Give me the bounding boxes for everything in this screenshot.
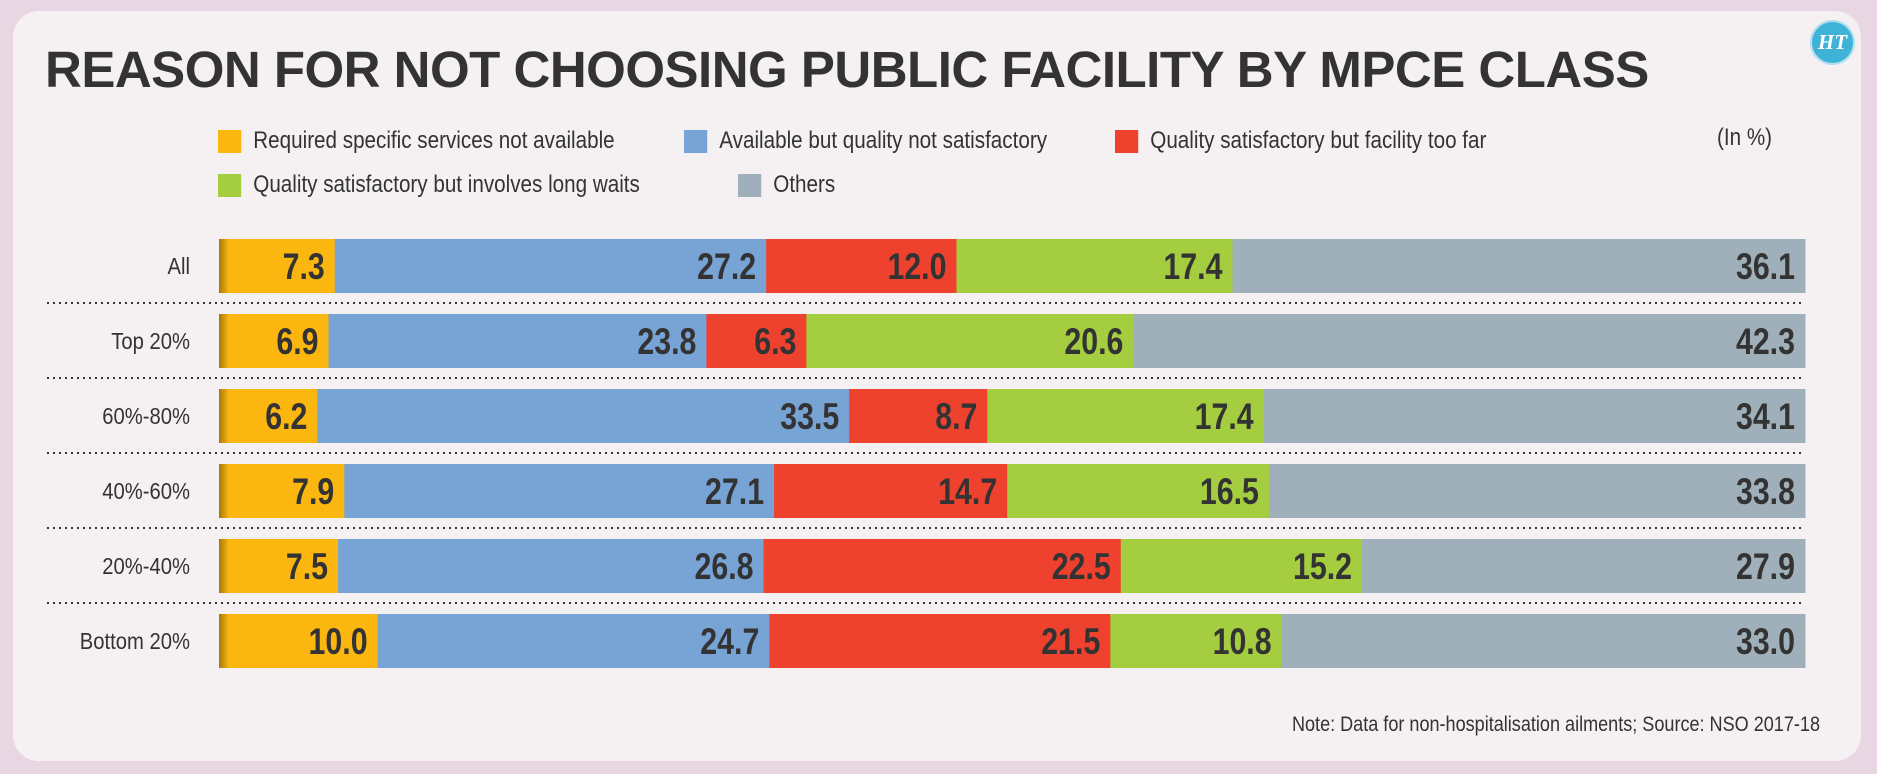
legend-label: Quality satisfactory but involves long w…: [253, 171, 640, 198]
unit-label: (In %): [1717, 124, 1773, 151]
value-label: 20.6: [1064, 321, 1123, 363]
bar-segment: [334, 239, 767, 293]
bar-segment: [377, 614, 770, 668]
value-label: 27.2: [697, 246, 756, 288]
value-label: 10.0: [309, 621, 368, 663]
logo-text: HT: [1817, 30, 1848, 54]
bar-segment: [219, 239, 336, 293]
bar-segment: [1110, 614, 1283, 668]
legend-item-long-waits: Quality satisfactory but involves long w…: [218, 171, 640, 199]
value-label: 36.1: [1736, 246, 1795, 288]
legend-label: Others: [773, 171, 836, 198]
bar-edge-shade: [219, 539, 229, 593]
value-label: 22.5: [1052, 546, 1111, 588]
value-label: 23.8: [637, 321, 696, 363]
bar-segment: [766, 239, 957, 293]
legend-item-services: Required specific services not available: [218, 127, 615, 155]
bar-segment: [1133, 314, 1806, 368]
legend-label: Quality satisfactory but facility too fa…: [1150, 127, 1487, 154]
bar-segment: [1120, 539, 1363, 593]
bar-row: 7.3 27.2 12.0 17.4 36.1 All: [168, 239, 1806, 293]
bar-segment: [769, 614, 1111, 668]
value-label: 27.9: [1736, 546, 1795, 588]
category-label: 40%-60%: [102, 478, 190, 505]
value-label: 33.8: [1736, 471, 1795, 513]
source-note: Note: Data for non-hospitalisation ailme…: [1291, 713, 1820, 736]
legend-swatch: [738, 173, 762, 197]
value-label: 21.5: [1041, 621, 1100, 663]
bar-segment: [219, 614, 379, 668]
bar-row: 10.0 24.7 21.5 10.8 33.0 Bottom 20%: [80, 614, 1806, 668]
legend-label: Available but quality not satisfactory: [719, 127, 1048, 154]
legend-swatch: [684, 129, 708, 153]
bar-segment: [763, 539, 1122, 593]
bar-segment: [338, 539, 765, 593]
bar-row: 6.9 23.8 6.3 20.6 42.3 Top 20%: [111, 314, 1806, 368]
bar-segment: [219, 539, 339, 593]
value-label: 7.5: [286, 546, 328, 588]
bar-segment: [956, 239, 1233, 293]
bar-segment: [344, 464, 775, 518]
bar-segment: [1362, 539, 1806, 593]
bar-segment: [1281, 614, 1806, 668]
bar-edge-shade: [219, 464, 229, 518]
value-label: 8.7: [935, 396, 977, 438]
value-label: 17.4: [1163, 246, 1222, 288]
value-label: 42.3: [1736, 321, 1795, 363]
chart-title: REASON FOR NOT CHOOSING PUBLIC FACILITY …: [45, 41, 1649, 98]
legend-swatch: [1115, 129, 1139, 153]
legend-item-too-far: Quality satisfactory but facility too fa…: [1115, 127, 1486, 155]
legend-item-quality: Available but quality not satisfactory: [684, 127, 1047, 155]
bar-segment: [1007, 464, 1270, 518]
bar-edge-shade: [219, 614, 229, 668]
bar-segment: [706, 314, 807, 368]
value-label: 16.5: [1200, 471, 1259, 513]
value-label: 17.4: [1195, 396, 1254, 438]
value-label: 7.9: [292, 471, 334, 513]
bar-row: 6.2 33.5 8.7 17.4 34.1 60%-80%: [102, 389, 1806, 443]
legend-item-others: Others: [738, 171, 835, 199]
value-label: 6.2: [265, 396, 307, 438]
legend-swatch: [218, 129, 242, 153]
bar-edge-shade: [219, 389, 229, 443]
bar-segment: [849, 389, 988, 443]
bar-segment: [1268, 464, 1806, 518]
category-label: 60%-80%: [102, 403, 190, 430]
value-label: 27.1: [705, 471, 764, 513]
legend-swatch: [218, 173, 242, 197]
value-label: 24.7: [700, 621, 759, 663]
bar-segment: [219, 464, 345, 518]
bar-segment: [317, 389, 850, 443]
value-label: 33.0: [1736, 621, 1795, 663]
ht-logo: HT: [1810, 20, 1855, 65]
bar-edge-shade: [219, 239, 229, 293]
bar-edge-shade: [219, 314, 229, 368]
value-label: 7.3: [283, 246, 325, 288]
bar-row: 7.9 27.1 14.7 16.5 33.8 40%-60%: [102, 464, 1806, 518]
value-label: 26.8: [694, 546, 753, 588]
value-label: 12.0: [887, 246, 946, 288]
legend-label: Required specific services not available: [253, 127, 615, 154]
value-label: 15.2: [1293, 546, 1352, 588]
bar-segment: [328, 314, 707, 368]
bar-segment: [806, 314, 1134, 368]
value-label: 33.5: [780, 396, 839, 438]
category-label: Bottom 20%: [80, 628, 190, 655]
bar-segment: [219, 389, 318, 443]
value-label: 14.7: [938, 471, 997, 513]
category-label: Top 20%: [111, 328, 190, 355]
value-label: 10.8: [1213, 621, 1272, 663]
category-label: All: [168, 253, 190, 280]
category-label: 20%-40%: [102, 553, 190, 580]
bar-segment: [1263, 389, 1806, 443]
bar-segment: [219, 314, 330, 368]
bar-segment: [774, 464, 1008, 518]
bar-row: 7.5 26.8 22.5 15.2 27.9 20%-40%: [102, 539, 1806, 593]
bar-segment: [1232, 239, 1806, 293]
value-label: 6.9: [276, 321, 318, 363]
bar-segment: [987, 389, 1265, 443]
value-label: 6.3: [754, 321, 796, 363]
value-label: 34.1: [1736, 396, 1795, 438]
